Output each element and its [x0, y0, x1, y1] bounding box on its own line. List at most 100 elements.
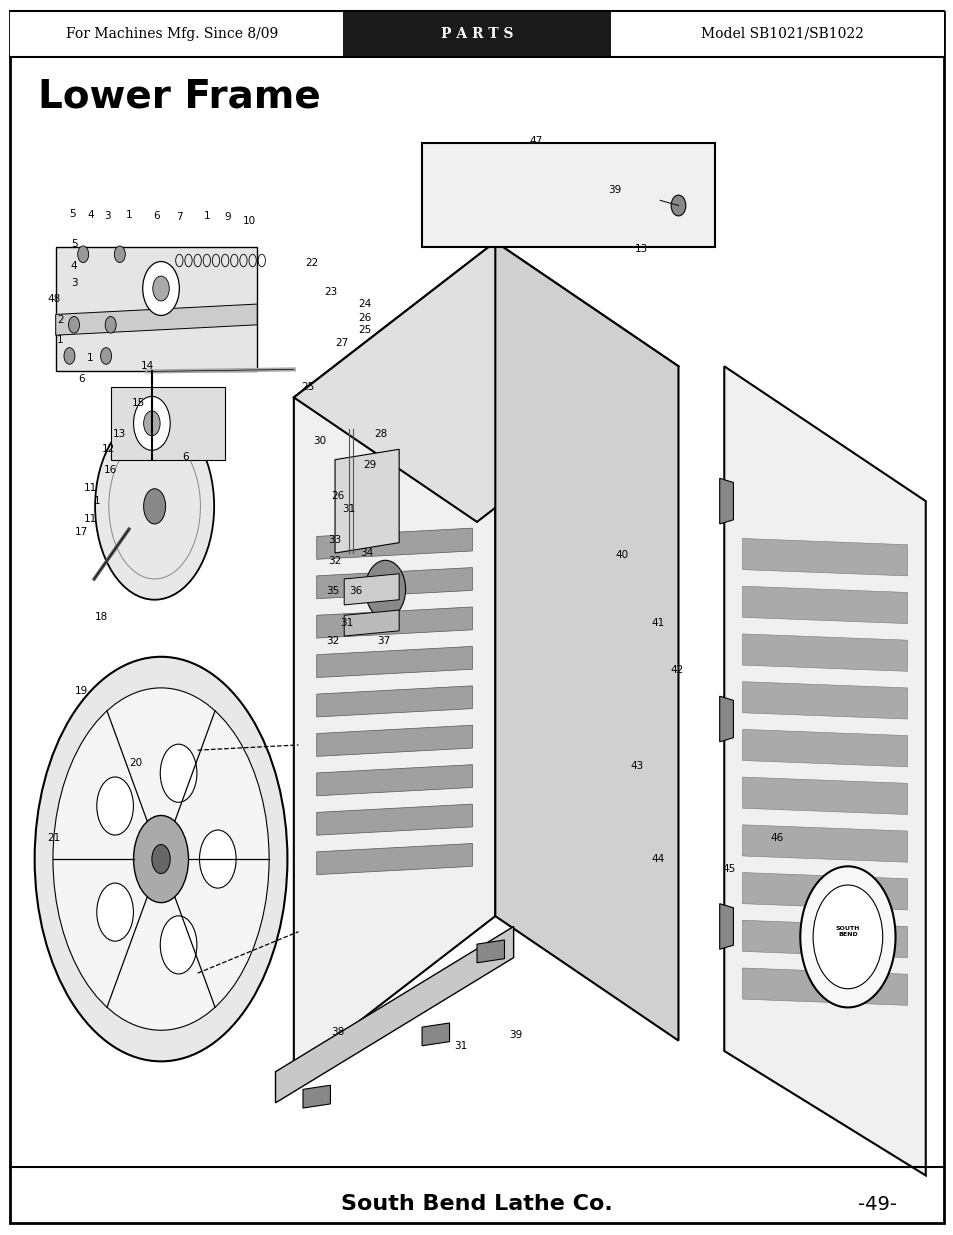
Text: 26: 26 [331, 492, 344, 501]
Text: 33: 33 [328, 535, 341, 545]
Polygon shape [55, 247, 257, 372]
Ellipse shape [160, 916, 196, 974]
Text: 20: 20 [130, 757, 143, 768]
Text: 43: 43 [630, 761, 643, 771]
Text: 40: 40 [615, 550, 628, 561]
Text: 5: 5 [69, 209, 75, 219]
Text: 16: 16 [104, 466, 117, 475]
Polygon shape [111, 387, 225, 459]
Ellipse shape [100, 347, 112, 364]
Text: 39: 39 [508, 1030, 521, 1040]
Text: 46: 46 [770, 834, 783, 844]
Polygon shape [294, 242, 678, 522]
Text: 23: 23 [323, 287, 336, 296]
Text: 34: 34 [360, 548, 374, 558]
Ellipse shape [671, 195, 685, 216]
Text: 11: 11 [84, 483, 97, 493]
Polygon shape [741, 825, 906, 862]
Polygon shape [316, 764, 472, 795]
Polygon shape [316, 529, 472, 559]
Text: 26: 26 [358, 312, 372, 322]
Polygon shape [741, 682, 906, 719]
Text: 42: 42 [669, 666, 682, 676]
Ellipse shape [199, 830, 236, 888]
Text: 39: 39 [607, 185, 620, 195]
Text: 41: 41 [651, 618, 664, 627]
Polygon shape [316, 606, 472, 638]
Bar [10, 11, 943, 57]
Ellipse shape [152, 277, 169, 301]
Text: 32: 32 [325, 636, 338, 646]
Text: 4: 4 [71, 261, 77, 270]
Bar [10, 11, 343, 57]
Text: 25: 25 [300, 382, 314, 391]
Polygon shape [275, 926, 513, 1103]
Ellipse shape [133, 815, 189, 903]
Text: 35: 35 [325, 587, 338, 597]
Text: 1: 1 [57, 336, 64, 346]
Polygon shape [316, 804, 472, 835]
Text: 6: 6 [78, 374, 85, 384]
Polygon shape [741, 538, 906, 576]
Ellipse shape [365, 561, 405, 619]
Ellipse shape [53, 688, 269, 1030]
Text: 21: 21 [48, 834, 60, 844]
Text: 37: 37 [376, 636, 390, 646]
Text: 1: 1 [126, 210, 132, 220]
Polygon shape [719, 697, 733, 742]
Polygon shape [421, 143, 715, 247]
Text: 2: 2 [57, 315, 64, 325]
Polygon shape [316, 685, 472, 718]
Text: SOUTH
BEND: SOUTH BEND [835, 926, 860, 937]
Ellipse shape [96, 777, 133, 835]
Text: 5: 5 [71, 238, 77, 249]
Polygon shape [741, 587, 906, 624]
Polygon shape [344, 610, 398, 636]
Polygon shape [316, 725, 472, 756]
Ellipse shape [34, 657, 287, 1061]
Ellipse shape [69, 316, 79, 333]
Text: 44: 44 [651, 855, 664, 864]
Polygon shape [741, 873, 906, 910]
Text: 9: 9 [224, 212, 231, 222]
Ellipse shape [144, 489, 166, 524]
Ellipse shape [95, 412, 213, 600]
Polygon shape [741, 730, 906, 767]
Text: P A R T S: P A R T S [440, 27, 513, 41]
Text: 12: 12 [102, 445, 115, 454]
Polygon shape [316, 844, 472, 874]
Text: Lower Frame: Lower Frame [38, 78, 320, 115]
Polygon shape [719, 904, 733, 950]
Polygon shape [344, 574, 398, 605]
Text: 6: 6 [182, 452, 189, 462]
Text: 32: 32 [328, 556, 341, 567]
Text: 6: 6 [153, 211, 159, 221]
Polygon shape [741, 634, 906, 672]
Text: 36: 36 [349, 587, 362, 597]
Text: 10: 10 [243, 216, 256, 226]
Text: 24: 24 [358, 299, 372, 309]
Polygon shape [335, 450, 398, 553]
Text: 3: 3 [71, 278, 77, 288]
Text: 3: 3 [105, 211, 112, 221]
Text: 7: 7 [176, 212, 182, 222]
Text: 22: 22 [305, 258, 318, 268]
Ellipse shape [105, 316, 116, 333]
Text: 14: 14 [140, 362, 153, 372]
Polygon shape [741, 920, 906, 957]
Text: 11: 11 [84, 514, 97, 524]
Text: 38: 38 [331, 1028, 344, 1037]
Text: 13: 13 [635, 245, 648, 254]
Text: 31: 31 [454, 1041, 467, 1051]
Ellipse shape [114, 246, 125, 263]
Ellipse shape [144, 411, 160, 436]
Ellipse shape [143, 262, 179, 315]
Text: 17: 17 [74, 527, 88, 537]
Text: 4: 4 [87, 210, 93, 220]
Text: South Bend Lathe Co.: South Bend Lathe Co. [341, 1194, 612, 1214]
Text: 1: 1 [93, 496, 100, 506]
Text: 18: 18 [94, 613, 108, 622]
Text: 30: 30 [313, 436, 326, 446]
Ellipse shape [64, 347, 75, 364]
Text: 29: 29 [363, 459, 376, 469]
